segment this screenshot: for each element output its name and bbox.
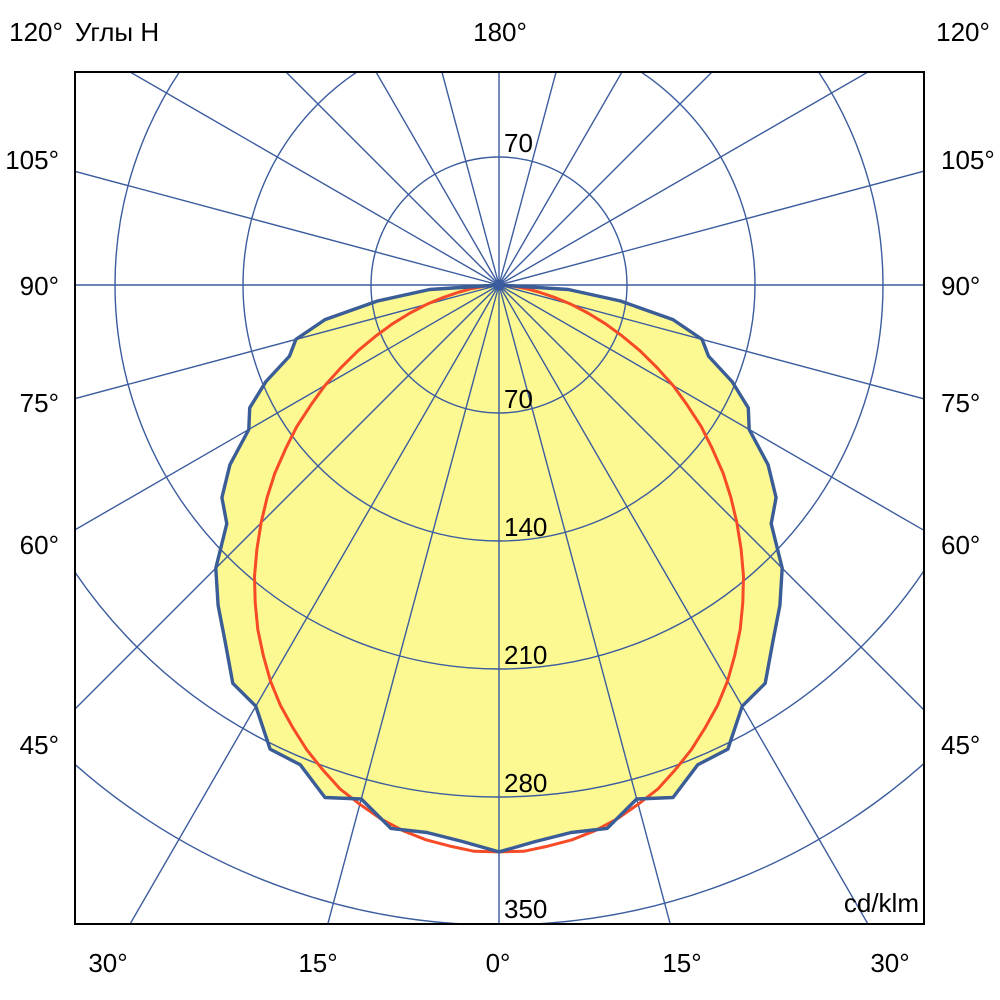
chart-title: Углы H: [75, 17, 159, 47]
grid-radial-105: [498, 170, 924, 286]
angle-label-left-45: 45°: [20, 730, 59, 760]
angle-label-left-75: 75°: [20, 388, 59, 418]
ring-label-70: 70: [504, 384, 533, 414]
angle-label-right-60: 60°: [941, 530, 980, 560]
ring-label-210: 210: [504, 640, 547, 670]
grid-radial-135: [498, 72, 713, 286]
angle-label-top-center-180: 180°: [473, 17, 527, 47]
ring-label-350: 350: [504, 894, 547, 924]
ring-label-70-upper: 70: [504, 128, 533, 158]
grid-radial-225: [285, 72, 500, 286]
angle-label-top-left-120: 120°: [9, 17, 63, 47]
polar-center-dot: [493, 279, 505, 291]
plot-border: [74, 71, 925, 925]
grid-radial-75: [498, 284, 924, 400]
grid-radial-120: [498, 72, 870, 286]
angle-label-bottom-left-15: 15°: [298, 948, 337, 978]
angle-label-left-60: 60°: [20, 530, 59, 560]
angle-label-bottom-left-30: 30°: [88, 948, 127, 978]
unit-label-cd-klm: cd/klm: [844, 888, 919, 918]
grid-radial-150: [498, 72, 623, 286]
ring-label-280: 280: [504, 768, 547, 798]
grid-radial-165: [498, 72, 557, 286]
grid-radial-345: [327, 284, 500, 924]
grid-radial-300: [75, 284, 500, 531]
angle-label-bottom-0: 0°: [486, 948, 511, 978]
grid-radial-315: [75, 284, 500, 710]
grid-radial-45: [498, 284, 924, 711]
angle-label-bottom-right-15: 15°: [662, 948, 701, 978]
grid-radial-60: [498, 284, 924, 532]
ring-label-140: 140: [504, 512, 547, 542]
grid-radial-210: [375, 72, 500, 286]
angle-label-right-105: 105°: [941, 145, 995, 175]
angle-label-bottom-right-30: 30°: [870, 948, 909, 978]
grid-radial-30: [498, 284, 869, 924]
grid-radial-240: [128, 72, 500, 286]
angle-label-right-90: 90°: [941, 271, 980, 301]
blue-wavy-curve-outline: [214, 283, 784, 854]
angle-label-right-75: 75°: [941, 388, 980, 418]
grid-radial-195: [441, 72, 500, 286]
angle-label-left-90: 90°: [20, 271, 59, 301]
angle-label-top-right-120: 120°: [936, 17, 990, 47]
grid-radial-330: [129, 284, 500, 924]
grid-radial-285: [75, 284, 500, 400]
angle-label-left-105: 105°: [5, 145, 59, 175]
grid-radial-255: [75, 170, 500, 286]
angle-label-right-45: 45°: [941, 730, 980, 760]
grid-radial-15: [498, 284, 671, 924]
